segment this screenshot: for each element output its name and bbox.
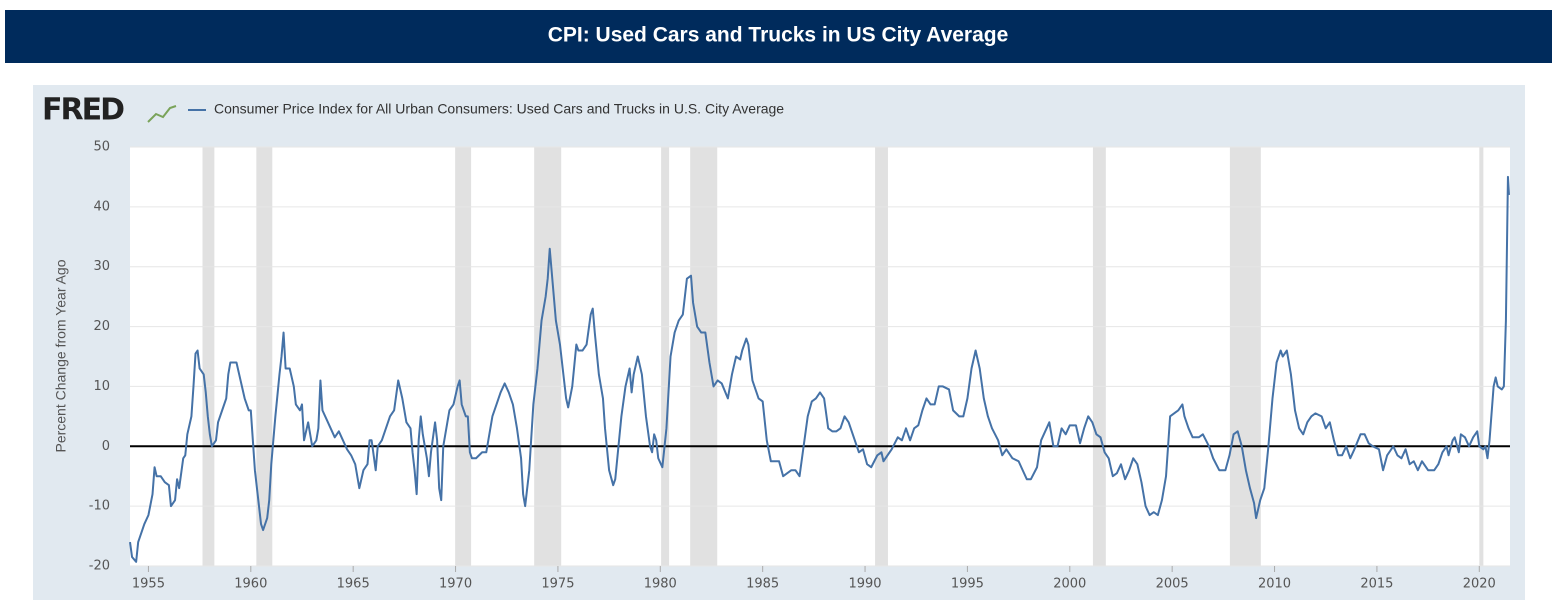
y-tick-label: 50: [93, 140, 110, 155]
x-tick-label: 2015: [1360, 577, 1393, 592]
recession-band: [661, 147, 670, 566]
y-tick-label: 40: [93, 199, 110, 214]
x-tick-label: 1995: [951, 577, 984, 592]
recession-band: [455, 147, 472, 566]
recession-band: [1229, 147, 1261, 566]
recession-band: [1479, 147, 1484, 566]
logo: FRED: [42, 93, 124, 128]
x-tick-label: 2020: [1463, 577, 1496, 592]
x-tick-label: 2005: [1156, 577, 1189, 592]
x-tick-label: 1960: [234, 577, 267, 592]
recession-band: [1092, 147, 1106, 566]
x-tick-label: 1980: [644, 577, 677, 592]
x-tick-label: 1975: [541, 577, 574, 592]
x-tick-label: 1955: [132, 577, 165, 592]
x-tick-label: 1990: [848, 577, 881, 592]
plot-area: [130, 147, 1510, 566]
y-tick-label: 10: [93, 379, 110, 394]
x-tick-label: 1970: [439, 577, 472, 592]
logo-icon: [147, 105, 177, 123]
recession-band: [875, 147, 888, 566]
y-tick-label: -20: [89, 559, 110, 574]
x-tick-label: 1965: [337, 577, 370, 592]
y-tick-label: -10: [89, 499, 110, 514]
y-tick-label: 20: [93, 319, 110, 334]
recession-band: [690, 147, 718, 566]
y-axis-title: Percent Change from Year Ago: [53, 259, 69, 452]
x-tick-label: 1985: [746, 577, 779, 592]
plot: -20 -10 0 10 20 30 40 50 1955 1960 1965 1970 1975 198…: [89, 140, 1510, 592]
recession-band: [202, 147, 215, 566]
header-band: [5, 10, 1552, 63]
legend-label: Consumer Price Index for All Urban Consu…: [214, 101, 784, 117]
recession-band: [256, 147, 273, 566]
series-line: [129, 175, 1510, 563]
x-tick-label: 2000: [1053, 577, 1086, 592]
chart-title: CPI: Used Cars and Trucks in US City Ave…: [548, 24, 1009, 47]
x-tick-label: 2010: [1258, 577, 1291, 592]
y-tick-label: 30: [93, 259, 110, 274]
y-tick-label: 0: [102, 439, 110, 454]
